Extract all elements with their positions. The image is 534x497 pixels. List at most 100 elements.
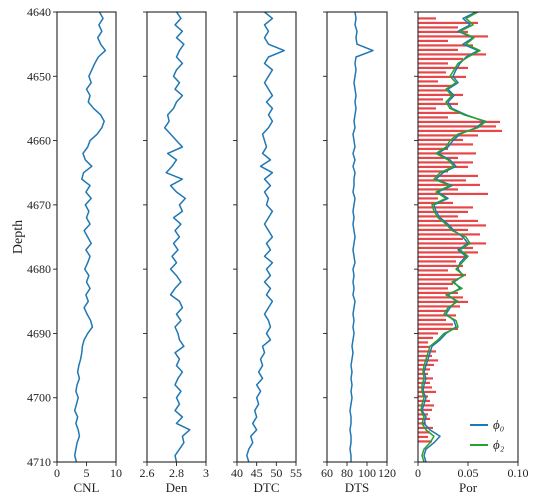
porosity-bar [418,224,486,227]
porosity-bar [418,282,453,286]
porosity-bar [418,134,478,137]
depth-axis-label: Depth [11,220,26,254]
x-tick-label: 5 [84,466,90,480]
track-frame [236,11,297,463]
y-tick-label: 4650 [27,69,51,83]
track-frame [56,11,117,463]
y-tick-label: 4670 [27,198,51,212]
porosity-bar [418,147,448,151]
porosity-bar [418,75,466,79]
x-tick-label: 50 [270,466,282,480]
legend: ϕ₀ ϕ₂ [470,417,505,452]
porosity-bar [418,197,438,200]
porosity-bar [418,435,428,439]
porosity-bar [418,35,488,38]
porosity-bar [418,179,466,182]
porosity-bar [418,323,453,326]
x-tick-label: 55 [290,466,302,480]
porosity-bar [418,138,463,142]
porosity-bar [418,188,458,191]
porosity-bar [418,57,463,61]
x-tick-label: 0 [54,466,60,480]
porosity-bar [418,404,434,407]
porosity-bar [418,71,446,74]
porosity-bar [418,156,458,160]
porosity-bar [418,39,448,43]
track-frame [417,11,519,463]
series-line-cnl [73,12,107,462]
porosity-bar [418,26,458,29]
x-tick-label: 80 [341,466,353,480]
porosity-bar [418,233,480,236]
porosity-bars [418,17,502,443]
porosity-bar [418,192,488,196]
x-tick-label: 3 [203,466,209,480]
track-dts: 60 80 100 120 DTS [321,11,396,495]
y-tick-label: 4680 [27,262,51,276]
porosity-bar [418,327,458,331]
porosity-bar [418,314,456,317]
porosity-bar [418,440,432,443]
porosity-bar [418,296,463,299]
x-axis-label: Por [459,480,478,495]
legend-label: ϕ₀ [493,417,504,432]
x-axis-label: DTS [345,480,370,495]
porosity-bar [418,341,428,344]
porosity-bar [418,386,432,389]
porosity-bar [418,273,466,277]
porosity-bar [418,111,460,115]
y-tick-label: 4710 [27,455,51,469]
y-tick-label: 4700 [27,391,51,405]
porosity-bar [418,84,453,88]
series-line-dtc [246,12,285,462]
porosity-bar [418,129,502,133]
porosity-bar [418,66,468,70]
log-tracks: 0 5 10 CNL 4640 4650 4660 4670 4680 4690 4700 4710 2… [27,5,529,495]
x-tick-label: 100 [358,466,376,480]
porosity-bar [418,89,448,92]
porosity-bar [418,143,473,146]
porosity-bar [418,116,448,119]
porosity-bar [418,269,448,272]
porosity-bar [418,431,430,434]
porosity-bar [418,255,468,259]
track-frame [326,11,388,463]
porosity-bar [418,98,443,101]
porosity-bar [418,228,468,232]
porosity-bar [418,206,473,209]
porosity-bar [418,120,500,124]
porosity-bar [418,336,433,340]
porosity-bar [418,264,463,268]
porosity-bar [418,399,430,403]
x-tick-label: 2.6 [140,466,155,480]
x-tick-label: 0 [415,466,421,480]
x-axis-label: Den [166,480,188,495]
porosity-bar [418,390,436,394]
porosity-bar [418,107,436,110]
x-tick-label: 0.10 [508,466,529,480]
series-line-phi2 [420,12,487,462]
porosity-bar [418,165,468,169]
porosity-bar [418,251,478,254]
x-axis-label: DTC [254,480,280,495]
porosity-bar [418,278,458,281]
y-tick-label: 4640 [27,5,51,19]
porosity-bar [418,305,460,308]
porosity-bar [418,354,432,358]
porosity-bar [418,44,473,47]
series-line-dts [349,12,374,462]
porosity-bar [418,93,463,97]
porosity-bar [418,300,468,304]
porosity-bar [418,170,448,173]
porosity-bar [418,21,478,25]
porosity-bar [418,246,473,250]
x-tick-label: 2.8 [169,466,184,480]
x-tick-label: 0.05 [458,466,479,480]
porosity-bar [418,62,448,65]
porosity-bar [418,48,458,52]
porosity-bar [418,125,496,128]
series-line-phi0 [421,12,485,462]
porosity-bar [418,345,430,349]
x-tick-label: 60 [321,466,333,480]
porosity-bar [418,210,468,214]
